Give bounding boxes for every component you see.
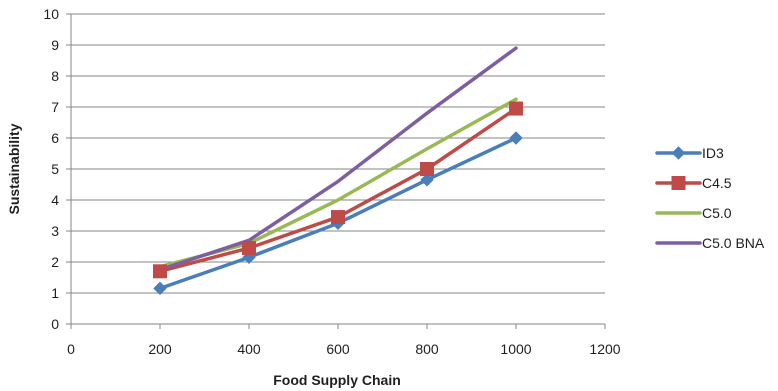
point-id3-200	[153, 281, 167, 296]
x-tick-label-800: 800	[415, 341, 439, 357]
legend-item-c5-0: C5.0	[655, 205, 732, 221]
gridlines	[71, 13, 605, 294]
legend: ID3 C4.5 C5.0 C5.0 BNA	[655, 145, 765, 251]
x-tick-label-0: 0	[67, 341, 75, 357]
x-tick-label-600: 600	[326, 341, 350, 357]
point-id3-800	[420, 173, 434, 187]
legend-label-id3: ID3	[702, 145, 724, 161]
point-c4-5-200	[153, 264, 167, 279]
point-id3-1000	[509, 131, 523, 145]
point-c4-5-800	[420, 162, 434, 176]
x-tick-label-200: 200	[148, 341, 172, 357]
y-tick-label-5: 5	[51, 161, 59, 177]
y-tick-label-9: 9	[51, 37, 59, 53]
axes	[66, 13, 606, 329]
point-c4-5-600	[331, 210, 345, 225]
y-tick-label-8: 8	[51, 68, 59, 84]
y-tick-label-2: 2	[51, 254, 59, 270]
point-c4-5-400	[242, 241, 256, 256]
legend-marker-c4-5	[671, 176, 686, 190]
y-tick-label-4: 4	[51, 192, 59, 208]
legend-marker-id3	[671, 146, 686, 160]
y-axis-title: Sustainability	[6, 123, 22, 214]
x-tick-label-1000: 1000	[500, 341, 531, 357]
legend-item-id3: ID3	[655, 145, 724, 161]
x-tick-label-1200: 1200	[589, 341, 620, 357]
y-tick-label-7: 7	[51, 99, 59, 115]
legend-item-c4-5: C4.5	[655, 175, 732, 191]
y-tick-label-0: 0	[51, 316, 59, 332]
series-lines	[158, 46, 518, 291]
legend-label-c5-0: C5.0	[702, 205, 732, 221]
legend-item-c5-0-bna: C5.0 BNA	[655, 235, 765, 251]
series-line-c5-0-bna	[158, 46, 518, 272]
x-axis-title: Food Supply Chain	[273, 372, 401, 388]
point-c4-5-1000	[509, 101, 523, 116]
x-tick-label-400: 400	[237, 341, 261, 357]
y-tick-label-6: 6	[51, 130, 59, 146]
legend-label-c5-0-bna: C5.0 BNA	[702, 235, 765, 251]
y-tick-label-10: 10	[43, 6, 59, 22]
legend-label-c4-5: C4.5	[702, 175, 732, 191]
y-tick-label-3: 3	[51, 223, 59, 239]
y-tick-label-1: 1	[51, 285, 59, 301]
series-line-c4-5	[158, 106, 518, 274]
tick-labels: 0 1 2 3 4 5 6 7 8 9 10 0 200 400 600 800 1000 1200	[43, 6, 620, 357]
series-markers	[153, 101, 523, 296]
